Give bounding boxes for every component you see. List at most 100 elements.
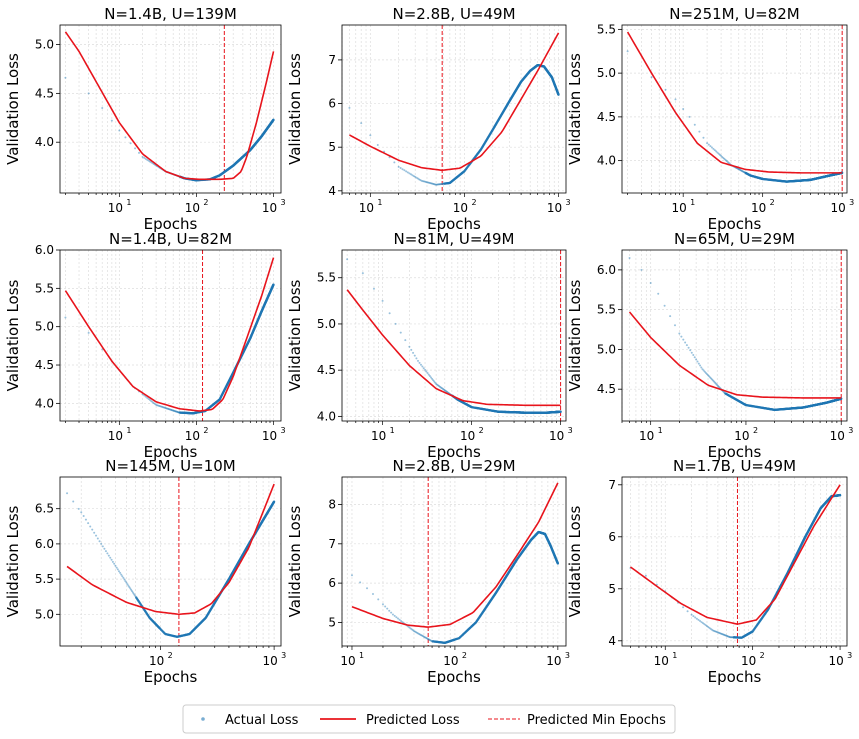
actual-loss-point xyxy=(401,621,404,624)
actual-loss-point xyxy=(84,518,87,521)
actual-loss-point xyxy=(693,356,696,359)
actual-loss-point xyxy=(702,369,705,372)
actual-loss-point xyxy=(80,511,83,514)
actual-loss-point xyxy=(87,92,90,95)
actual-loss-point xyxy=(421,634,424,637)
subplot-title: N=1.4B, U=139M xyxy=(104,5,237,23)
actual-loss-point xyxy=(381,299,384,302)
actual-loss-point xyxy=(272,118,275,122)
actual-loss-point xyxy=(710,378,713,381)
actual-loss-point xyxy=(87,522,90,525)
x-axis-label: Epochs xyxy=(708,443,762,461)
x-tick-label: 10 xyxy=(460,429,475,443)
actual-loss-point xyxy=(134,147,137,150)
plot-area xyxy=(342,25,566,193)
actual-loss-point xyxy=(742,170,745,173)
actual-loss-point xyxy=(440,386,443,389)
actual-loss-point xyxy=(700,366,703,369)
actual-loss-point xyxy=(101,545,104,548)
actual-loss-point xyxy=(741,169,744,172)
actual-loss-point xyxy=(717,152,720,155)
actual-loss-point xyxy=(168,408,171,411)
actual-loss-point xyxy=(695,617,698,620)
x-tick-label: 10 xyxy=(149,654,164,668)
actual-loss-point xyxy=(720,154,723,157)
actual-loss-point xyxy=(428,375,431,378)
actual-loss-point xyxy=(149,160,152,163)
actual-loss-point xyxy=(711,629,714,632)
x-tick-label: 10 xyxy=(108,201,123,215)
plot-area xyxy=(60,477,281,646)
x-tick-exponent: 1 xyxy=(658,426,663,435)
x-axis-label: Epochs xyxy=(427,215,481,233)
actual-loss-point xyxy=(725,634,728,637)
actual-loss-point xyxy=(350,574,353,577)
actual-loss-point xyxy=(415,176,418,179)
actual-loss-point xyxy=(110,119,113,122)
actual-loss-point xyxy=(699,364,702,367)
actual-loss-point xyxy=(167,408,170,411)
x-tick-label: 10 xyxy=(262,654,277,668)
x-tick-label: 10 xyxy=(547,201,562,215)
x-tick-exponent: 2 xyxy=(753,426,758,435)
y-tick-label: 5.0 xyxy=(35,38,54,52)
actual-loss-point xyxy=(444,389,447,392)
actual-loss-point xyxy=(147,159,150,162)
x-axis-label: Epochs xyxy=(144,443,198,461)
actual-loss-point xyxy=(158,404,161,407)
actual-loss-point xyxy=(426,372,429,375)
actual-loss-point xyxy=(421,365,424,368)
actual-loss-point xyxy=(93,531,96,534)
actual-loss-point xyxy=(716,384,719,387)
y-axis-label: Validation Loss xyxy=(4,279,22,391)
actual-loss-point xyxy=(649,282,652,285)
actual-loss-point xyxy=(106,552,109,555)
actual-loss-point xyxy=(103,547,106,550)
actual-loss-point xyxy=(414,630,417,633)
actual-loss-point xyxy=(129,142,132,145)
actual-loss-point xyxy=(131,591,134,594)
actual-loss-point xyxy=(439,183,442,186)
y-tick-label: 7 xyxy=(328,537,336,551)
actual-loss-point xyxy=(361,272,364,275)
x-axis-label: Epochs xyxy=(427,668,481,686)
actual-loss-point xyxy=(699,620,702,623)
actual-loss-point xyxy=(418,633,421,636)
actual-loss-point xyxy=(428,182,431,185)
actual-loss-point xyxy=(710,377,713,380)
x-tick-exponent: 1 xyxy=(359,651,364,660)
actual-loss-point xyxy=(163,406,166,409)
actual-loss-point xyxy=(644,574,647,577)
actual-loss-point xyxy=(346,258,349,261)
subplot-6: 4.55.05.56.010 1 10 2 10 3N=65M, U=29MEpochsV… xyxy=(566,230,853,461)
actual-loss-point xyxy=(707,143,710,146)
actual-loss-point xyxy=(91,528,94,531)
x-tick-label: 10 xyxy=(734,429,749,443)
actual-loss-point xyxy=(413,354,416,357)
actual-loss-point xyxy=(438,183,441,186)
actual-loss-point xyxy=(400,619,403,622)
actual-loss-point xyxy=(710,146,713,149)
plot-frame xyxy=(59,24,282,194)
actual-loss-point xyxy=(66,492,69,495)
actual-loss-point xyxy=(427,638,430,641)
actual-loss-point xyxy=(384,605,387,608)
legend-box xyxy=(182,704,676,734)
actual-loss-point xyxy=(64,316,67,319)
predicted-loss-curve xyxy=(64,31,275,181)
actual-loss-point xyxy=(391,613,394,616)
actual-loss-point xyxy=(686,610,689,613)
actual-loss-point xyxy=(416,631,419,634)
subplot-4: 4.04.55.05.56.010 1 10 2 10 3N=1.4B, U=82MEpo… xyxy=(4,230,286,461)
actual-loss-series xyxy=(348,63,560,186)
actual-loss-point xyxy=(144,157,147,160)
actual-loss-point xyxy=(397,165,400,168)
actual-loss-point xyxy=(713,381,716,384)
actual-loss-point xyxy=(422,367,425,370)
x-tick-exponent: 2 xyxy=(770,198,775,207)
actual-loss-point xyxy=(718,632,721,635)
actual-loss-point xyxy=(170,409,173,412)
x-tick-exponent: 2 xyxy=(760,651,765,660)
x-tick-label: 10 xyxy=(262,201,277,215)
actual-loss-point xyxy=(173,409,176,412)
